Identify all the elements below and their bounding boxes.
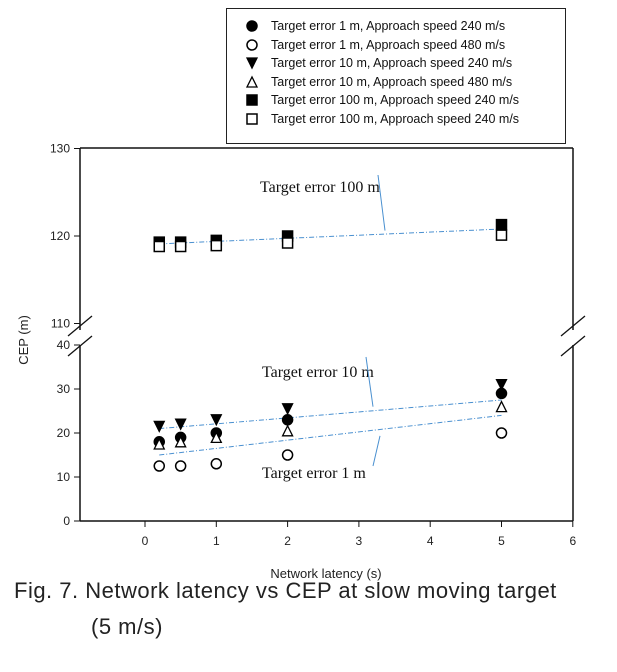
legend-label: Target error 1 m, Approach speed 240 m/s (271, 19, 506, 34)
legend-item: Target error 100 m, Approach speed 240 m… (245, 91, 565, 110)
legend-label: Target error 1 m, Approach speed 480 m/s (271, 37, 506, 52)
legend-marker (246, 113, 258, 125)
trend-line (159, 414, 502, 456)
data-point (495, 427, 508, 439)
x-tick-label: 1 (213, 534, 220, 548)
x-tick-label: 6 (569, 534, 576, 548)
filled-square-marker-icon (246, 94, 258, 106)
trend-label: Target error 1 m (262, 465, 366, 482)
y-tick-label: 10 (57, 470, 71, 484)
open-triangle-up-marker-icon (245, 75, 259, 88)
x-tick-label: 0 (142, 534, 149, 548)
data-point (281, 449, 294, 461)
open-square-marker-icon (246, 113, 258, 125)
trend-label: Target error 10 m (262, 364, 374, 381)
y-tick-label: 130 (50, 142, 70, 156)
data-point (174, 240, 187, 253)
y-tick-label: 20 (57, 426, 71, 440)
legend-item: Target error 10 m, Approach speed 240 m/… (245, 54, 565, 73)
x-tick-label: 4 (427, 534, 434, 548)
legend-label: Target error 10 m, Approach speed 240 m/… (271, 56, 513, 71)
data-point (281, 237, 294, 249)
trend-arrow (372, 435, 381, 467)
legend-item: Target error 10 m, Approach speed 480 m/… (245, 73, 565, 92)
trend-arrow (377, 174, 386, 231)
data-point (153, 460, 166, 472)
legend-label: Target error 10 m, Approach speed 480 m/… (271, 74, 513, 89)
x-axis-label: Network latency (s) (270, 566, 381, 581)
axis-break-mark (67, 335, 93, 357)
legend-marker (246, 20, 258, 32)
legend-marker (246, 94, 258, 106)
axis-break-mark (560, 315, 586, 337)
legend-label: Target error 100 m, Approach speed 240 m… (271, 111, 520, 126)
legend-item: Target error 100 m, Approach speed 240 m… (245, 110, 565, 129)
data-point (210, 239, 223, 252)
legend-marker (245, 75, 259, 88)
legend: Target error 1 m, Approach speed 240 m/s… (226, 8, 566, 144)
trend-arrow (365, 356, 374, 407)
legend-item: Target error 1 m, Approach speed 240 m/s (245, 17, 565, 36)
axis-break-mark (67, 315, 93, 337)
data-point (174, 435, 187, 448)
x-tick-label: 3 (356, 534, 363, 548)
y-tick-label: 110 (51, 317, 70, 331)
filled-circle-marker-icon (246, 20, 258, 32)
data-point (174, 418, 187, 431)
y-tick-label: 30 (57, 382, 71, 396)
data-point (281, 414, 294, 426)
y-axis-label: CEP (m) (16, 315, 31, 365)
data-point (281, 403, 294, 416)
legend-marker (246, 39, 258, 51)
data-point (210, 458, 223, 470)
filled-triangle-down-marker-icon (245, 57, 259, 70)
axis-break-mark (560, 335, 586, 357)
data-point (281, 424, 294, 437)
legend-marker (245, 57, 259, 70)
data-point (153, 240, 166, 253)
data-point (210, 430, 223, 444)
legend-item: Target error 1 m, Approach speed 480 m/s (245, 36, 565, 55)
trend-label: Target error 100 m (260, 179, 380, 196)
open-circle-marker-icon (246, 39, 258, 51)
data-point (495, 400, 508, 413)
y-tick-label: 0 (63, 514, 70, 528)
y-tick-label: 120 (50, 229, 70, 243)
data-point (210, 414, 223, 427)
x-tick-label: 2 (284, 534, 291, 548)
y-tick-label: 40 (57, 338, 71, 352)
legend-label: Target error 100 m, Approach speed 240 m… (271, 93, 520, 108)
x-tick-label: 5 (498, 534, 505, 548)
caption-line-2: (5 m/s) (91, 614, 163, 639)
data-point (174, 460, 187, 472)
figure-caption: Fig. 7. Network latency vs CEP at slow m… (14, 573, 557, 645)
data-point (495, 218, 508, 231)
data-point (495, 378, 508, 392)
data-point (495, 229, 508, 241)
data-point (153, 437, 166, 450)
data-point (153, 420, 166, 433)
caption-line-1: Fig. 7. Network latency vs CEP at slow m… (14, 578, 557, 603)
